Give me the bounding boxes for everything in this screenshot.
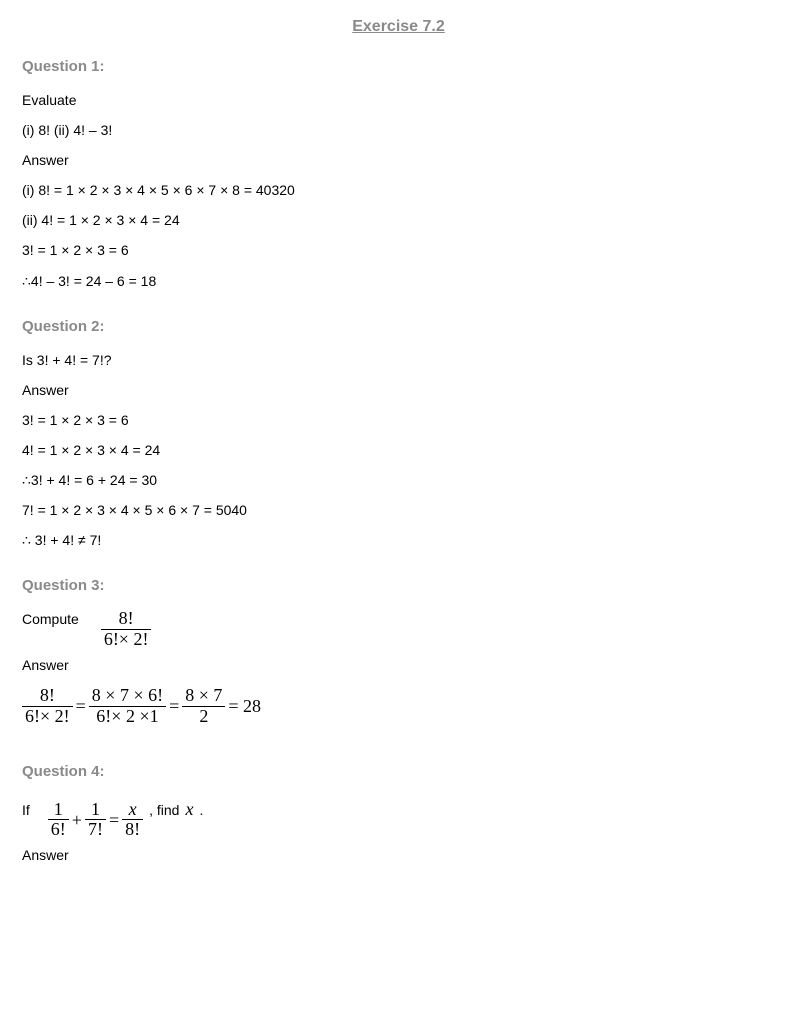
q4-prompt-row: If 1 6! + 1 7! = x 8! , find x . bbox=[22, 790, 775, 841]
q4-eq-f2-den: 7! bbox=[85, 819, 106, 840]
q2-prompt: Is 3! + 4! = 7!? bbox=[22, 345, 775, 375]
q2-line4: 7! = 1 × 2 × 3 × 4 × 5 × 6 × 7 = 5040 bbox=[22, 495, 775, 525]
q4-eq-f3-num: x bbox=[122, 800, 143, 820]
q3-prompt-den: 6!× 2! bbox=[101, 629, 152, 650]
q4-eq-equals: = bbox=[109, 801, 119, 840]
q3-eq-sign2: = bbox=[169, 696, 179, 717]
q3-prompt-row: Compute 8! 6!× 2! bbox=[22, 604, 775, 650]
q2-line1: 3! = 1 × 2 × 3 = 6 bbox=[22, 405, 775, 435]
q4-answer-label: Answer bbox=[22, 840, 775, 870]
q4-eq-f1-den: 6! bbox=[48, 819, 69, 840]
q3-prompt-fraction: 8! 6!× 2! bbox=[101, 609, 152, 650]
q3-equation: 8! 6!× 2! = 8 × 7 × 6! 6!× 2 ×1 = 8 × 7 … bbox=[22, 686, 261, 727]
q4-find-suffix: . bbox=[199, 795, 203, 825]
q4-eq-frac3: x 8! bbox=[122, 800, 143, 841]
q3-compute-text: Compute bbox=[22, 604, 79, 634]
q4-eq-f2-num: 1 bbox=[85, 800, 106, 820]
question-3-heading: Question 3: bbox=[22, 577, 775, 594]
q4-eq-plus: + bbox=[72, 801, 82, 840]
q3-eq-f1-den: 6!× 2! bbox=[22, 706, 73, 727]
q2-line3: ∴3! + 4! = 6 + 24 = 30 bbox=[22, 465, 775, 495]
q1-line1: (i) 8! = 1 × 2 × 3 × 4 × 5 × 6 × 7 × 8 =… bbox=[22, 175, 775, 205]
q4-eq-f1-num: 1 bbox=[48, 800, 69, 820]
q1-answer-label: Answer bbox=[22, 145, 775, 175]
q1-line3: 3! = 1 × 2 × 3 = 6 bbox=[22, 235, 775, 265]
q3-eq-frac3: 8 × 7 2 bbox=[182, 686, 225, 727]
q1-line4: ∴4! – 3! = 24 – 6 = 18 bbox=[22, 266, 775, 296]
q4-equation: 1 6! + 1 7! = x 8! bbox=[48, 800, 143, 841]
q4-if-text: If bbox=[22, 795, 30, 825]
q2-line5: ∴ 3! + 4! ≠ 7! bbox=[22, 525, 775, 555]
question-4-heading: Question 4: bbox=[22, 763, 775, 780]
q3-eq-frac1: 8! 6!× 2! bbox=[22, 686, 73, 727]
q3-eq-f2-den: 6!× 2 ×1 bbox=[89, 706, 166, 727]
q2-answer-label: Answer bbox=[22, 375, 775, 405]
q1-line2: (ii) 4! = 1 × 2 × 3 × 4 = 24 bbox=[22, 205, 775, 235]
q4-find-var: x bbox=[185, 790, 193, 829]
q4-find-prefix: , find bbox=[149, 795, 179, 825]
q1-prompt: Evaluate bbox=[22, 85, 775, 115]
q2-line2: 4! = 1 × 2 × 3 × 4 = 24 bbox=[22, 435, 775, 465]
q3-eq-result: = 28 bbox=[228, 696, 261, 717]
q3-eq-sign1: = bbox=[76, 696, 86, 717]
question-2-heading: Question 2: bbox=[22, 318, 775, 335]
q3-prompt-num: 8! bbox=[101, 609, 152, 629]
q4-eq-frac2: 1 7! bbox=[85, 800, 106, 841]
exercise-title: Exercise 7.2 bbox=[22, 18, 775, 36]
q4-eq-frac1: 1 6! bbox=[48, 800, 69, 841]
q4-eq-f3-den: 8! bbox=[122, 819, 143, 840]
question-1-heading: Question 1: bbox=[22, 58, 775, 75]
q3-eq-frac2: 8 × 7 × 6! 6!× 2 ×1 bbox=[89, 686, 166, 727]
q3-eq-f1-num: 8! bbox=[22, 686, 73, 706]
q3-eq-f2-num: 8 × 7 × 6! bbox=[89, 686, 166, 706]
q3-eq-f3-num: 8 × 7 bbox=[182, 686, 225, 706]
q1-subprompt: (i) 8! (ii) 4! – 3! bbox=[22, 115, 775, 145]
q3-answer-label: Answer bbox=[22, 650, 775, 680]
q3-eq-f3-den: 2 bbox=[182, 706, 225, 727]
